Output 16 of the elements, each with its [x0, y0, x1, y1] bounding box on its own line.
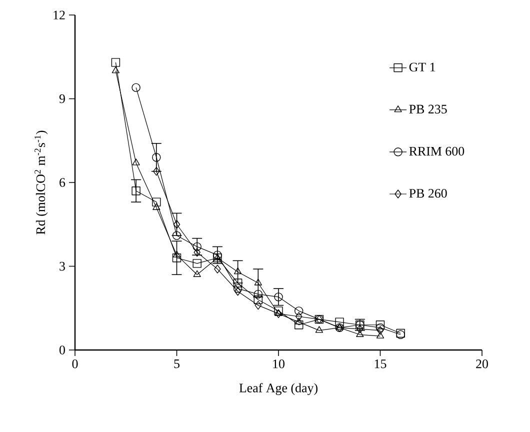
legend-label: RRIM 600 — [409, 146, 464, 156]
x-axis-title: Leaf Age (day) — [239, 383, 318, 396]
x-tick-label: 0 — [72, 360, 78, 368]
y-tick-label: 0 — [60, 346, 65, 354]
legend-label: PB 260 — [409, 188, 447, 198]
y-tick-label: 9 — [59, 94, 65, 104]
y-tick-label: 3 — [60, 262, 65, 271]
x-tick-label: 20 — [476, 360, 488, 368]
x-tick-label: 5 — [174, 360, 180, 368]
y-tick-label: 6 — [60, 178, 66, 187]
x-tick-label: 15 — [374, 360, 386, 368]
y-axis-title: Rd (molCO$^{2}$ m$^{-2}$s$^{-1}$) — [34, 130, 48, 234]
legend-label: GT 1 — [409, 62, 436, 72]
y-tick-label: 12 — [54, 10, 65, 20]
x-tick-label: 10 — [273, 360, 284, 368]
legend-label: PB 235 — [409, 104, 447, 114]
